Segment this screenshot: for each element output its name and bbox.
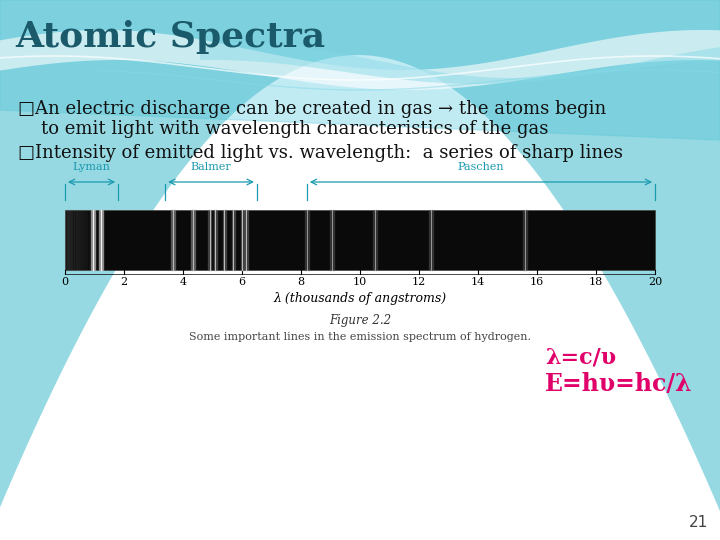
Text: 8: 8 [297, 277, 305, 287]
Text: 2: 2 [120, 277, 127, 287]
Text: 21: 21 [689, 515, 708, 530]
Text: 14: 14 [471, 277, 485, 287]
Text: 10: 10 [353, 277, 367, 287]
Text: to emit light with wavelength characteristics of the gas: to emit light with wavelength characteri… [18, 120, 549, 138]
Text: 4: 4 [179, 277, 186, 287]
Text: Paschen: Paschen [458, 162, 504, 172]
Text: 6: 6 [238, 277, 246, 287]
Text: E=hυ=hc/λ: E=hυ=hc/λ [545, 372, 693, 396]
Text: 20: 20 [648, 277, 662, 287]
Polygon shape [0, 30, 720, 90]
Text: 0: 0 [61, 277, 68, 287]
Text: □Intensity of emitted light vs. wavelength:  a series of sharp lines: □Intensity of emitted light vs. waveleng… [18, 144, 623, 162]
Text: Some important lines in the emission spectrum of hydrogen.: Some important lines in the emission spe… [189, 332, 531, 342]
Bar [65, 210, 655, 270]
Text: 12: 12 [412, 277, 426, 287]
Text: Balmer: Balmer [191, 162, 231, 172]
Polygon shape [200, 42, 720, 84]
Text: λ=c/υ: λ=c/υ [545, 347, 616, 369]
Polygon shape [0, 0, 720, 140]
Text: Figure 2.2: Figure 2.2 [329, 314, 391, 327]
Polygon shape [0, 0, 720, 511]
Text: □An electric discharge can be created in gas → the atoms begin: □An electric discharge can be created in… [18, 100, 606, 118]
Text: 18: 18 [589, 277, 603, 287]
Text: 16: 16 [530, 277, 544, 287]
Text: Atomic Spectra: Atomic Spectra [15, 20, 325, 54]
Text: λ (thousands of angstroms): λ (thousands of angstroms) [274, 292, 446, 305]
Text: Lyman: Lyman [73, 162, 110, 172]
